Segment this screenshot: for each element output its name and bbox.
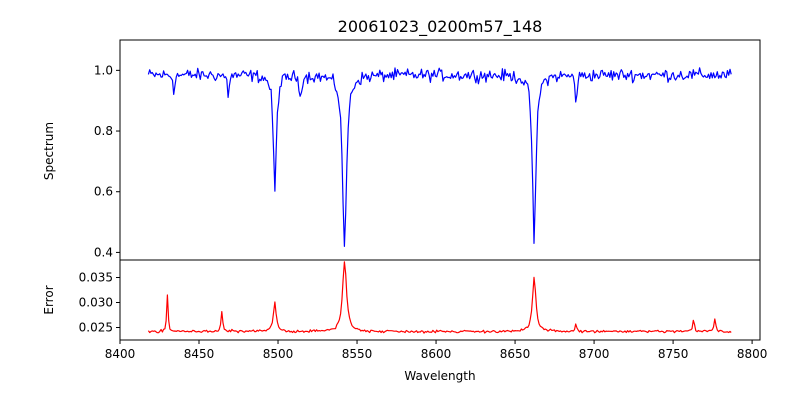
x-tick-label: 8700 — [579, 347, 610, 361]
error-y-axis-label: Error — [42, 285, 56, 314]
x-tick-label: 8550 — [342, 347, 373, 361]
x-tick-label: 8600 — [421, 347, 452, 361]
error-line — [147, 261, 732, 334]
spectrum-y-tick-label: 0.6 — [94, 185, 113, 199]
x-tick-label: 8650 — [500, 347, 531, 361]
spectrum-line — [147, 67, 732, 247]
spectrum-panel: 20061023_0200m57_148 Spectrum 0.4 0.6 0.8 1… — [42, 17, 761, 261]
x-tick-label: 8450 — [184, 347, 215, 361]
spectrum-y-ticks: 0.4 0.6 0.8 1.0 — [94, 63, 120, 259]
x-ticks: 8400 8450 8500 8550 8600 8650 8700 8750 8800 — [105, 340, 768, 361]
spectrum-y-tick-label: 0.8 — [94, 124, 113, 138]
x-tick-label: 8750 — [658, 347, 689, 361]
error-y-tick-label: 0.025 — [79, 321, 113, 335]
chart-title: 20061023_0200m57_148 — [338, 17, 543, 37]
error-y-tick-label: 0.035 — [79, 271, 113, 285]
spectrum-y-tick-label: 1.0 — [94, 63, 113, 77]
x-axis-label: Wavelength — [404, 369, 475, 383]
error-y-ticks: 0.025 0.030 0.035 — [79, 271, 120, 335]
spectrum-y-tick-label: 0.4 — [94, 245, 113, 259]
error-y-tick-label: 0.030 — [79, 296, 113, 310]
spectrum-y-axis-label: Spectrum — [42, 122, 56, 180]
x-tick-label: 8400 — [105, 347, 136, 361]
error-plot-frame — [119, 259, 761, 341]
x-tick-label: 8500 — [263, 347, 294, 361]
x-tick-label: 8800 — [737, 347, 768, 361]
error-panel: Error 0.025 0.030 0.035 8400 8450 8500 8550 86… — [42, 259, 768, 383]
